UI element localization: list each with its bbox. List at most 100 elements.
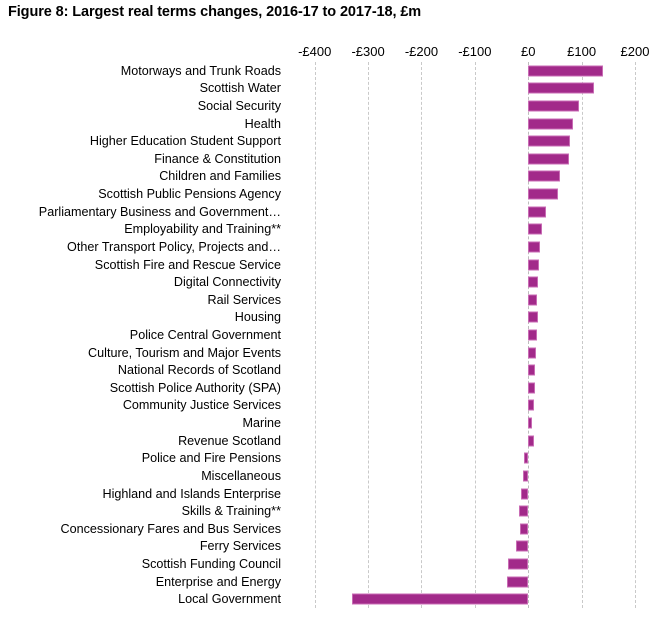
chart-row: Digital Connectivity — [0, 273, 651, 291]
category-label: Other Transport Policy, Projects and… — [67, 239, 281, 254]
chart-title: Figure 8: Largest real terms changes, 20… — [8, 4, 422, 20]
bar — [528, 294, 537, 306]
bar — [528, 188, 559, 200]
bar — [507, 576, 529, 588]
category-label: Scottish Public Pensions Agency — [98, 187, 281, 202]
bar — [528, 82, 595, 94]
chart-row: Finance & Constitution — [0, 150, 651, 168]
category-label: Concessionary Fares and Bus Services — [60, 521, 282, 536]
chart-row: Police and Fire Pensions — [0, 449, 651, 467]
chart-row: Scottish Water — [0, 80, 651, 98]
chart-row: Higher Education Student Support — [0, 132, 651, 150]
x-tick-label: -£200 — [404, 44, 439, 59]
chart-row: Culture, Tourism and Major Events — [0, 344, 651, 362]
category-label: Motorways and Trunk Roads — [120, 63, 281, 78]
category-label: Ferry Services — [199, 539, 281, 554]
category-label: Community Justice Services — [122, 398, 281, 413]
category-label: Police Central Government — [129, 327, 281, 342]
gridline-5 — [581, 62, 584, 608]
gridline-2 — [421, 62, 423, 608]
chart-row: National Records of Scotland — [0, 361, 651, 379]
category-label: Scottish Water — [199, 81, 281, 96]
category-label: Parliamentary Business and Government… — [38, 204, 281, 219]
bar — [528, 65, 603, 77]
bar — [521, 488, 529, 499]
gridline-0 — [314, 62, 317, 608]
gridline-1 — [368, 62, 370, 608]
chart-row: Skills & Training** — [0, 502, 651, 520]
category-label: Skills & Training** — [181, 504, 281, 519]
chart-row: Scottish Public Pensions Agency — [0, 185, 651, 203]
category-label: Employability and Training** — [124, 222, 281, 237]
category-label: Highland and Islands Enterprise — [102, 486, 281, 501]
chart-row: Ferry Services — [0, 538, 651, 556]
category-label: Rail Services — [207, 292, 281, 307]
bar — [528, 170, 560, 182]
bar — [524, 452, 529, 464]
category-label: Social Security — [197, 99, 281, 114]
chart-row: Highland and Islands Enterprise — [0, 485, 651, 503]
bar — [508, 558, 529, 570]
category-label: Scottish Police Authority (SPA) — [109, 380, 281, 395]
chart-row: Scottish Police Authority (SPA) — [0, 379, 651, 397]
chart-row: Rail Services — [0, 291, 651, 309]
bar — [528, 118, 573, 130]
bar — [522, 470, 529, 482]
bar — [528, 241, 541, 253]
gridline-3 — [474, 62, 477, 608]
x-axis-tick-labels: -£400 -£300 -£200 -£100 £0 £100 £200 — [0, 44, 651, 62]
bar — [528, 135, 570, 147]
chart-row: Police Central Government — [0, 326, 651, 344]
bar — [528, 259, 539, 271]
bar — [515, 540, 529, 552]
category-label: Enterprise and Energy — [155, 574, 281, 589]
bar — [351, 593, 529, 605]
bar — [528, 276, 539, 288]
x-tick-label: £100 — [567, 44, 597, 59]
category-label: Marine — [242, 416, 282, 431]
x-tick-label: -£400 — [298, 44, 332, 59]
bar — [528, 347, 536, 359]
chart-row: Motorways and Trunk Roads — [0, 62, 651, 80]
bar — [528, 364, 536, 376]
bar — [528, 382, 535, 394]
chart-row: Health — [0, 115, 651, 133]
chart-row: Enterprise and Energy — [0, 573, 651, 591]
chart-row: Scottish Fire and Rescue Service — [0, 256, 651, 274]
chart-row: Children and Families — [0, 168, 651, 186]
category-label: Children and Families — [159, 169, 281, 184]
category-label: Scottish Funding Council — [141, 556, 281, 571]
bar — [520, 523, 529, 535]
chart-row: Community Justice Services — [0, 397, 651, 415]
bar — [528, 417, 533, 429]
category-label: Health — [244, 116, 281, 131]
chart-row: Employability and Training** — [0, 221, 651, 239]
x-tick-label: -£300 — [351, 44, 385, 59]
gridline-6 — [634, 62, 637, 608]
category-label: Digital Connectivity — [173, 275, 281, 290]
chart-row: Marine — [0, 414, 651, 432]
chart-row: Housing — [0, 309, 651, 327]
bar — [528, 100, 580, 112]
bar — [528, 399, 535, 411]
category-label: Local Government — [178, 592, 281, 607]
bar — [528, 435, 534, 447]
category-label: Scottish Fire and Rescue Service — [94, 257, 281, 272]
chart-row: Social Security — [0, 97, 651, 115]
x-tick-label: -£100 — [458, 44, 492, 59]
chart-row: Concessionary Fares and Bus Services — [0, 520, 651, 538]
chart-row: Revenue Scotland — [0, 432, 651, 450]
x-tick-label: £200 — [620, 44, 650, 59]
chart-row: Scottish Funding Council — [0, 555, 651, 573]
x-tick-label: £0 — [520, 44, 536, 59]
chart-row: Miscellaneous — [0, 467, 651, 485]
bar — [528, 311, 538, 323]
category-rows: Motorways and Trunk Roads Scottish Water S… — [0, 62, 651, 608]
category-label: Higher Education Student Support — [89, 134, 281, 149]
category-label: Police and Fire Pensions — [141, 451, 281, 466]
category-label: Revenue Scotland — [178, 433, 281, 448]
chart-row: Other Transport Policy, Projects and… — [0, 238, 651, 256]
chart-row: Local Government — [0, 590, 651, 608]
category-label: Miscellaneous — [201, 468, 281, 483]
